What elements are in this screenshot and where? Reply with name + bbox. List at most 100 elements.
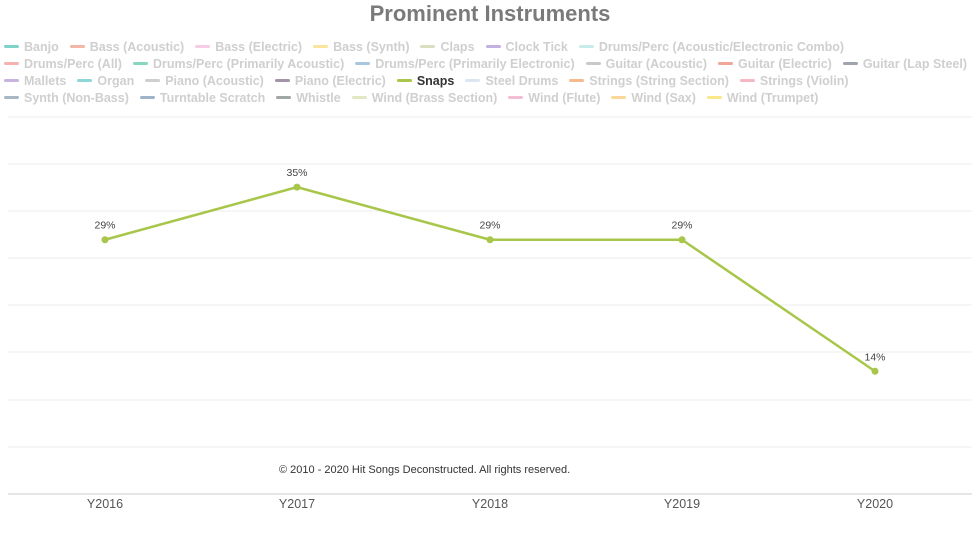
series-line-snaps [104,185,876,373]
legend-item[interactable]: Piano (Electric) [274,72,386,89]
data-label: 14% [864,351,885,363]
legend-label: Guitar (Acoustic) [605,56,708,71]
legend-label: Strings (String Section) [589,73,729,88]
legend-swatch [195,45,211,48]
legend-item[interactable]: Drums/Perc (Primarily Electronic) [355,55,575,72]
legend-item[interactable]: Whistle [276,89,341,106]
legend-swatch [145,79,161,82]
x-tick-label: Y2017 [279,497,315,511]
legend-label: Guitar (Electric) [738,56,832,71]
legend-label: Wind (Brass Section) [371,90,498,105]
legend-item[interactable]: Steel Drums [465,72,558,89]
legend-item[interactable]: Mallets [4,72,66,89]
data-label: 29% [94,220,115,232]
legend-swatch [274,79,290,82]
legend-label: Banjo [24,39,59,54]
legend-swatch [508,96,524,99]
legend-label: Clock Tick [505,39,568,54]
x-tick-label: Y2016 [87,497,123,511]
legend-item[interactable]: Drums/Perc (Acoustic/Electronic Combo) [578,38,845,55]
legend-swatch [4,96,19,99]
legend-label: Bass (Synth) [333,39,410,54]
legend-swatch [585,62,601,65]
legend-label: Piano (Acoustic) [165,73,264,88]
legend-swatch [569,79,585,82]
legend-swatch [77,79,93,82]
legend-swatch [313,45,329,48]
legend-item[interactable]: Piano (Acoustic) [145,72,264,89]
legend-label: Mallets [24,73,67,88]
legend-swatch [485,45,501,48]
legend-item[interactable]: Banjo [4,38,59,55]
legend-item[interactable]: Bass (Acoustic) [69,38,185,55]
legend-swatch [611,96,627,99]
data-point [486,236,494,244]
legend-swatch [706,96,722,99]
legend-item[interactable]: Wind (Sax) [611,89,696,106]
legend-label: Claps [440,39,475,54]
copyright-notice: © 2010 - 2020 Hit Songs Deconstructed. A… [279,464,571,476]
legend-label: Steel Drums [485,73,559,88]
legend-swatch [355,62,371,65]
legend-label: Wind (Sax) [631,90,696,105]
legend-item[interactable]: Guitar (Lap Steel) [842,55,967,72]
legend-item[interactable]: Guitar (Acoustic) [585,55,708,72]
legend-swatch [4,62,19,65]
legend-swatch [465,79,481,82]
legend-item[interactable]: Strings (Violin) [739,72,849,89]
legend-swatch [842,62,858,65]
legend-swatch [139,96,155,99]
legend-item[interactable]: Claps [420,38,475,55]
data-point [293,183,301,191]
legend-item[interactable]: Guitar (Electric) [718,55,832,72]
data-point [871,367,879,375]
legend-swatch [4,45,19,48]
legend-item[interactable]: Synth (Non-Bass) [4,89,129,106]
legend-label: Guitar (Lap Steel) [862,56,967,71]
legend-item[interactable]: Strings (String Section) [569,72,729,89]
legend-label: Snaps [416,73,455,88]
legend-swatch [739,79,755,82]
legend-label: Drums/Perc (Acoustic/Electronic Combo) [598,39,845,54]
legend-swatch [420,45,436,48]
chart-legend: Banjo Bass (Acoustic) Bass (Electric) Bass … [4,38,980,106]
legend-item[interactable]: Turntable Scratch [139,89,266,106]
legend-item[interactable]: Drums/Perc (All) [4,55,122,72]
legend-swatch [69,45,85,48]
legend-swatch [578,45,594,48]
legend-item[interactable]: Drums/Perc (Primarily Acoustic) [132,55,345,72]
legend-label: Drums/Perc (All) [24,56,122,71]
legend-item[interactable]: Wind (Trumpet) [706,89,819,106]
legend-label: Drums/Perc (Primarily Electronic) [375,56,575,71]
legend-label: Bass (Electric) [215,39,303,54]
data-label: 29% [479,220,500,232]
legend-item[interactable]: Clock Tick [485,38,568,55]
x-tick-label: Y2018 [472,497,508,511]
data-point [101,236,109,244]
legend-item[interactable]: Snaps [396,72,455,89]
legend-item[interactable]: Organ [77,72,134,89]
legend-item[interactable]: Wind (Brass Section) [351,89,498,106]
legend-swatch [718,62,734,65]
legend-swatch [132,62,148,65]
legend-label: Wind (Trumpet) [726,90,819,105]
legend-label: Whistle [296,90,341,105]
legend-label: Synth (Non-Bass) [24,90,129,105]
legend-swatch [276,96,292,99]
legend-swatch [396,79,412,82]
legend-item[interactable]: Bass (Synth) [313,38,409,55]
chart-title: Prominent Instruments [369,1,611,26]
data-point [678,236,686,244]
legend-label: Strings (Violin) [759,73,849,88]
legend-label: Wind (Flute) [528,90,601,105]
legend-item[interactable]: Wind (Flute) [508,89,600,106]
legend-label: Drums/Perc (Primarily Acoustic) [152,56,345,71]
legend-item[interactable]: Bass (Electric) [195,38,302,55]
data-label: 29% [671,220,692,232]
legend-swatch [351,96,367,99]
legend-swatch [4,79,19,82]
legend-label: Turntable Scratch [159,90,266,105]
legend-label: Bass (Acoustic) [89,39,185,54]
data-label: 35% [286,167,307,179]
